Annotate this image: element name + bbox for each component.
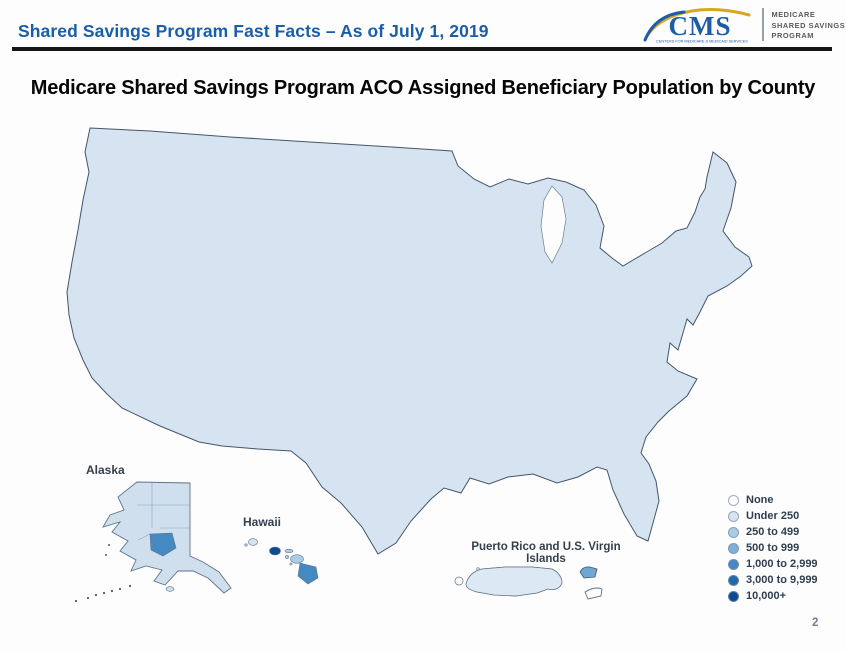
page-number: 2 (812, 617, 819, 629)
hawaii-inset (244, 538, 319, 585)
puerto-rico-label: Puerto Rico and U.S. Virgin Islands (471, 541, 621, 565)
hawaii-label: Hawaii (243, 515, 282, 529)
alaska-borough-highlight (149, 532, 177, 557)
logo-program-line: MEDICARE (771, 10, 816, 19)
legend-label: 10,000+ (746, 590, 787, 602)
logo-program-text: MEDICARE SHARED SAVINGS PROGRAM (772, 5, 846, 42)
aleutian-islands (74, 544, 132, 603)
legend-swatch-icon (728, 574, 739, 586)
header-title: Shared Savings Program Fast Facts – As o… (18, 21, 489, 41)
legend-item: None (728, 492, 818, 508)
puerto-rico-inset (454, 566, 603, 600)
legend-swatch-icon (728, 526, 739, 538)
legend-label: None (746, 494, 774, 506)
alaska-inset (74, 481, 232, 603)
legend-swatch-icon (728, 558, 739, 570)
legend: None Under 250 250 to 499 500 to 999 1,000 t… (728, 492, 818, 604)
legend-swatch-icon (728, 590, 739, 602)
legend-item: 1,000 to 2,999 (728, 556, 818, 572)
cms-swoosh-icon: CMS CENTERS FOR MEDICARE & MEDICAID SERV… (643, 8, 751, 44)
alaska-label: Alaska (86, 463, 125, 477)
st-thomas-island (579, 566, 598, 579)
legend-swatch-icon (728, 542, 739, 554)
logo-program-line: PROGRAM (771, 31, 814, 41)
legend-item: 500 to 999 (728, 540, 818, 556)
legend-item: 10,000+ (728, 588, 818, 604)
legend-item: Under 250 (728, 508, 818, 524)
logo-program-line: SHARED SAVINGS (771, 20, 846, 30)
cms-logo: CMS CENTERS FOR MEDICARE & MEDICAID SERV… (640, 5, 845, 47)
st-croix-island (584, 587, 603, 600)
cms-acronym: CMS (669, 11, 732, 41)
legend-label: 3,000 to 9,999 (746, 574, 818, 586)
legend-swatch-icon (728, 510, 739, 522)
legend-swatch-icon (728, 494, 739, 506)
cms-tagline: CENTERS FOR MEDICARE & MEDICAID SERVICES (656, 40, 748, 44)
legend-item: 3,000 to 9,999 (728, 572, 818, 588)
legend-label: 500 to 999 (746, 542, 800, 554)
legend-item: 250 to 499 (728, 524, 818, 540)
slide-title: Medicare Shared Savings Program ACO Assi… (30, 77, 816, 99)
header-rule (12, 47, 832, 51)
legend-label: Under 250 (746, 510, 800, 522)
logo-divider (762, 8, 764, 41)
legend-label: 250 to 499 (746, 526, 800, 538)
lake-michigan (540, 185, 567, 264)
legend-label: 1,000 to 2,999 (746, 558, 818, 570)
